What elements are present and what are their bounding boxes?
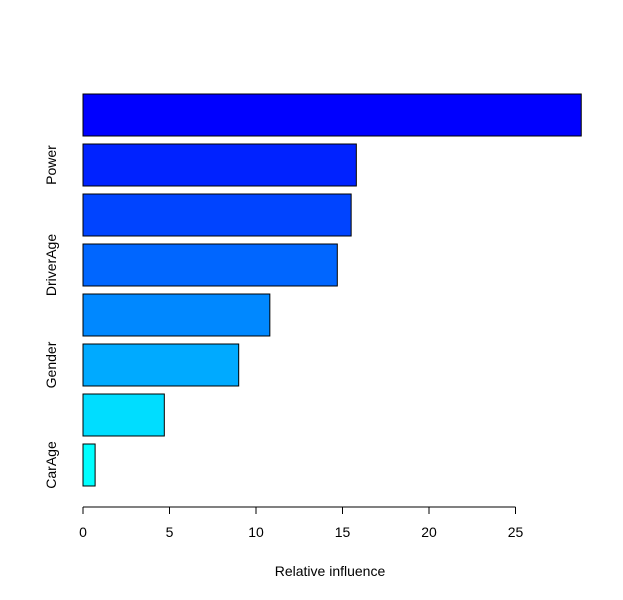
x-tick-label: 0 <box>79 524 87 540</box>
x-axis: 0 5 10 15 20 25 <box>79 506 524 540</box>
x-tick-label: 20 <box>421 524 437 540</box>
bar-0 <box>82 93 582 137</box>
bar-5 <box>82 343 240 387</box>
bars-group <box>82 93 582 487</box>
y-tick-label: CarAge <box>43 441 59 489</box>
y-tick-label: Gender <box>43 341 59 388</box>
bar-2 <box>82 193 352 237</box>
x-tick-label: 15 <box>335 524 351 540</box>
y-tick-label: Power <box>43 145 59 185</box>
bar-7 <box>82 443 96 487</box>
x-tick-label: 5 <box>166 524 174 540</box>
bar-3 <box>82 243 338 287</box>
x-tick-label: 25 <box>508 524 524 540</box>
bar-1 <box>82 143 357 187</box>
x-tick-label: 10 <box>248 524 264 540</box>
bar-6 <box>82 393 165 437</box>
x-axis-title: Relative influence <box>275 563 386 579</box>
bar-4 <box>82 293 271 337</box>
y-tick-label: DriverAge <box>43 234 59 296</box>
y-tick-labels: Power DriverAge Gender CarAge <box>43 145 59 489</box>
